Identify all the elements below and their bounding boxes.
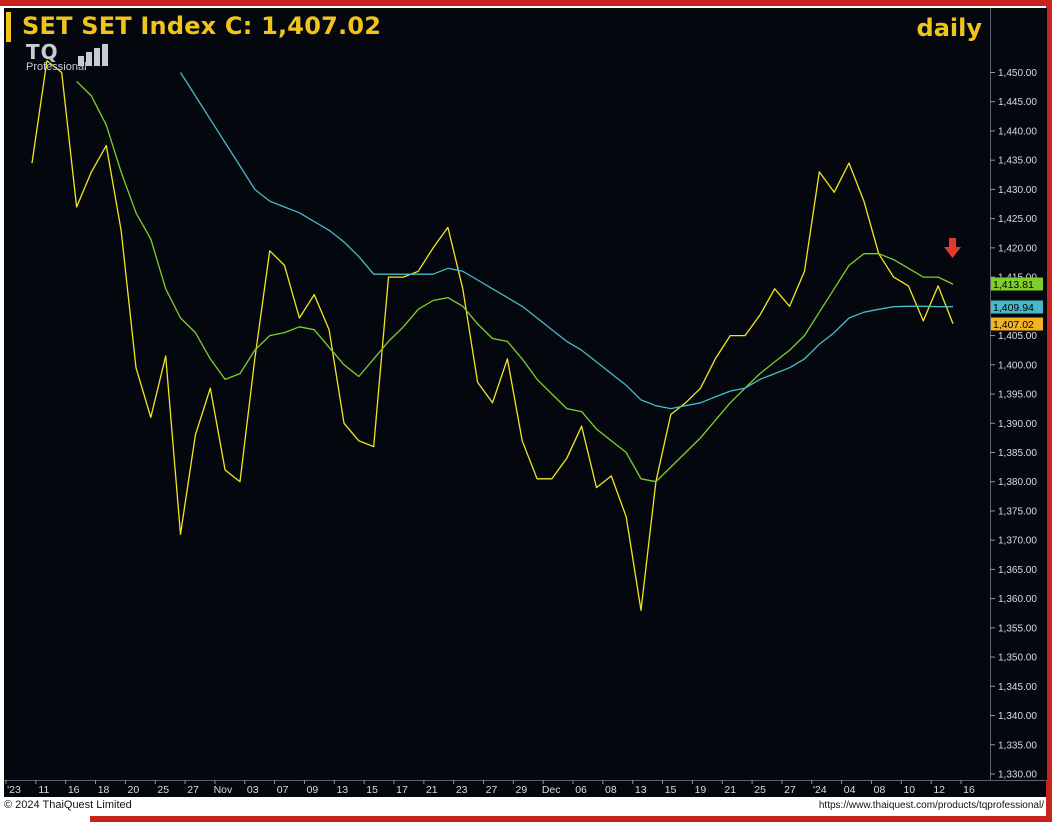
last-value-label: 1,409.94 bbox=[993, 302, 1034, 314]
bottom-border bbox=[90, 816, 1052, 822]
copyright-text: © 2024 ThaiQuest Limited bbox=[4, 799, 132, 811]
x-tick-label: 11 bbox=[38, 784, 49, 796]
x-tick-label: 20 bbox=[128, 784, 140, 796]
x-tick-label: 06 bbox=[575, 784, 587, 796]
x-tick-label: 29 bbox=[516, 784, 528, 796]
last-value-tag bbox=[991, 300, 1043, 314]
y-tick-label: 1,335.00 bbox=[998, 740, 1037, 751]
ma-long-line bbox=[179, 72, 953, 410]
last-value-tag bbox=[991, 317, 1043, 331]
x-tick-label: 25 bbox=[754, 784, 766, 796]
y-tick-label: 1,330.00 bbox=[998, 770, 1037, 781]
y-tick-label: 1,370.00 bbox=[998, 536, 1037, 547]
right-border bbox=[1046, 0, 1052, 822]
y-tick-label: 1,440.00 bbox=[998, 126, 1037, 137]
x-tick-label: 13 bbox=[635, 784, 647, 796]
y-tick-label: 1,340.00 bbox=[998, 711, 1037, 722]
y-tick-label: 1,365.00 bbox=[998, 565, 1037, 576]
y-tick-label: 1,360.00 bbox=[998, 594, 1037, 605]
x-tick-label: '24 bbox=[813, 784, 827, 796]
x-tick-label: 27 bbox=[486, 784, 498, 796]
x-tick-label: 21 bbox=[724, 784, 736, 796]
x-tick-label: 16 bbox=[963, 784, 975, 796]
y-tick-label: 1,435.00 bbox=[998, 156, 1037, 167]
x-tick-label: 07 bbox=[277, 784, 289, 796]
tq-logo: TQ Professional bbox=[26, 40, 108, 73]
y-tick-label: 1,450.00 bbox=[998, 68, 1037, 79]
x-tick-label: 09 bbox=[307, 784, 319, 796]
x-tick-label: 15 bbox=[366, 784, 378, 796]
ma-short-line bbox=[76, 80, 954, 483]
x-tick-label: 10 bbox=[903, 784, 915, 796]
last-value-label: 1,407.02 bbox=[993, 319, 1034, 331]
x-tick-label: 03 bbox=[247, 784, 259, 796]
y-tick-label: 1,395.00 bbox=[998, 390, 1037, 401]
y-tick-label: 1,445.00 bbox=[998, 97, 1037, 108]
chart-title: SET SET Index C: 1,407.02 bbox=[22, 12, 382, 40]
x-tick-label: 13 bbox=[336, 784, 348, 796]
last-value-label: 1,413.81 bbox=[993, 279, 1034, 291]
x-tick-label: 04 bbox=[844, 784, 856, 796]
x-tick-label: 21 bbox=[426, 784, 438, 796]
close-price-line bbox=[31, 60, 954, 611]
x-tick-label: 12 bbox=[933, 784, 945, 796]
x-tick-label: 27 bbox=[187, 784, 199, 796]
top-border bbox=[0, 0, 1052, 6]
x-tick-label: '23 bbox=[7, 784, 21, 796]
red-down-arrow-icon bbox=[944, 238, 961, 258]
period-label[interactable]: daily bbox=[916, 14, 982, 42]
y-tick-label: 1,355.00 bbox=[998, 623, 1037, 634]
x-tick-label: 27 bbox=[784, 784, 796, 796]
logo-text: TQ bbox=[26, 40, 59, 64]
date-axis bbox=[4, 780, 1046, 798]
x-tick-label: 18 bbox=[98, 784, 110, 796]
logo-bars-icon bbox=[78, 44, 108, 66]
x-tick-label: 17 bbox=[396, 784, 408, 796]
title-accent bbox=[6, 12, 11, 42]
x-tick-label: 08 bbox=[605, 784, 617, 796]
x-tick-label: 16 bbox=[68, 784, 80, 796]
x-tick-label: 15 bbox=[665, 784, 677, 796]
y-tick-label: 1,390.00 bbox=[998, 419, 1037, 430]
y-tick-label: 1,430.00 bbox=[998, 185, 1037, 196]
x-tick-label: 25 bbox=[157, 784, 169, 796]
y-tick-label: 1,345.00 bbox=[998, 682, 1037, 693]
source-url[interactable]: https://www.thaiquest.com/products/tqpro… bbox=[818, 800, 1044, 811]
x-tick-label: 23 bbox=[456, 784, 468, 796]
x-tick-label: 19 bbox=[695, 784, 707, 796]
last-value-tag bbox=[991, 277, 1043, 291]
footer: © 2024 ThaiQuest Limited https://www.tha… bbox=[0, 797, 1046, 816]
logo-subtext: Professional bbox=[26, 61, 87, 73]
x-tick-label: Nov bbox=[214, 784, 233, 796]
y-tick-label: 1,425.00 bbox=[998, 214, 1037, 225]
x-tick-label: 08 bbox=[874, 784, 886, 796]
y-tick-label: 1,420.00 bbox=[998, 243, 1037, 254]
y-tick-label: 1,350.00 bbox=[998, 653, 1037, 664]
y-tick-label: 1,385.00 bbox=[998, 448, 1037, 459]
y-tick-label: 1,400.00 bbox=[998, 360, 1037, 371]
y-tick-label: 1,380.00 bbox=[998, 477, 1037, 488]
y-tick-label: 1,405.00 bbox=[998, 331, 1037, 342]
x-tick-label: Dec bbox=[542, 784, 561, 796]
y-tick-label: 1,375.00 bbox=[998, 506, 1037, 517]
